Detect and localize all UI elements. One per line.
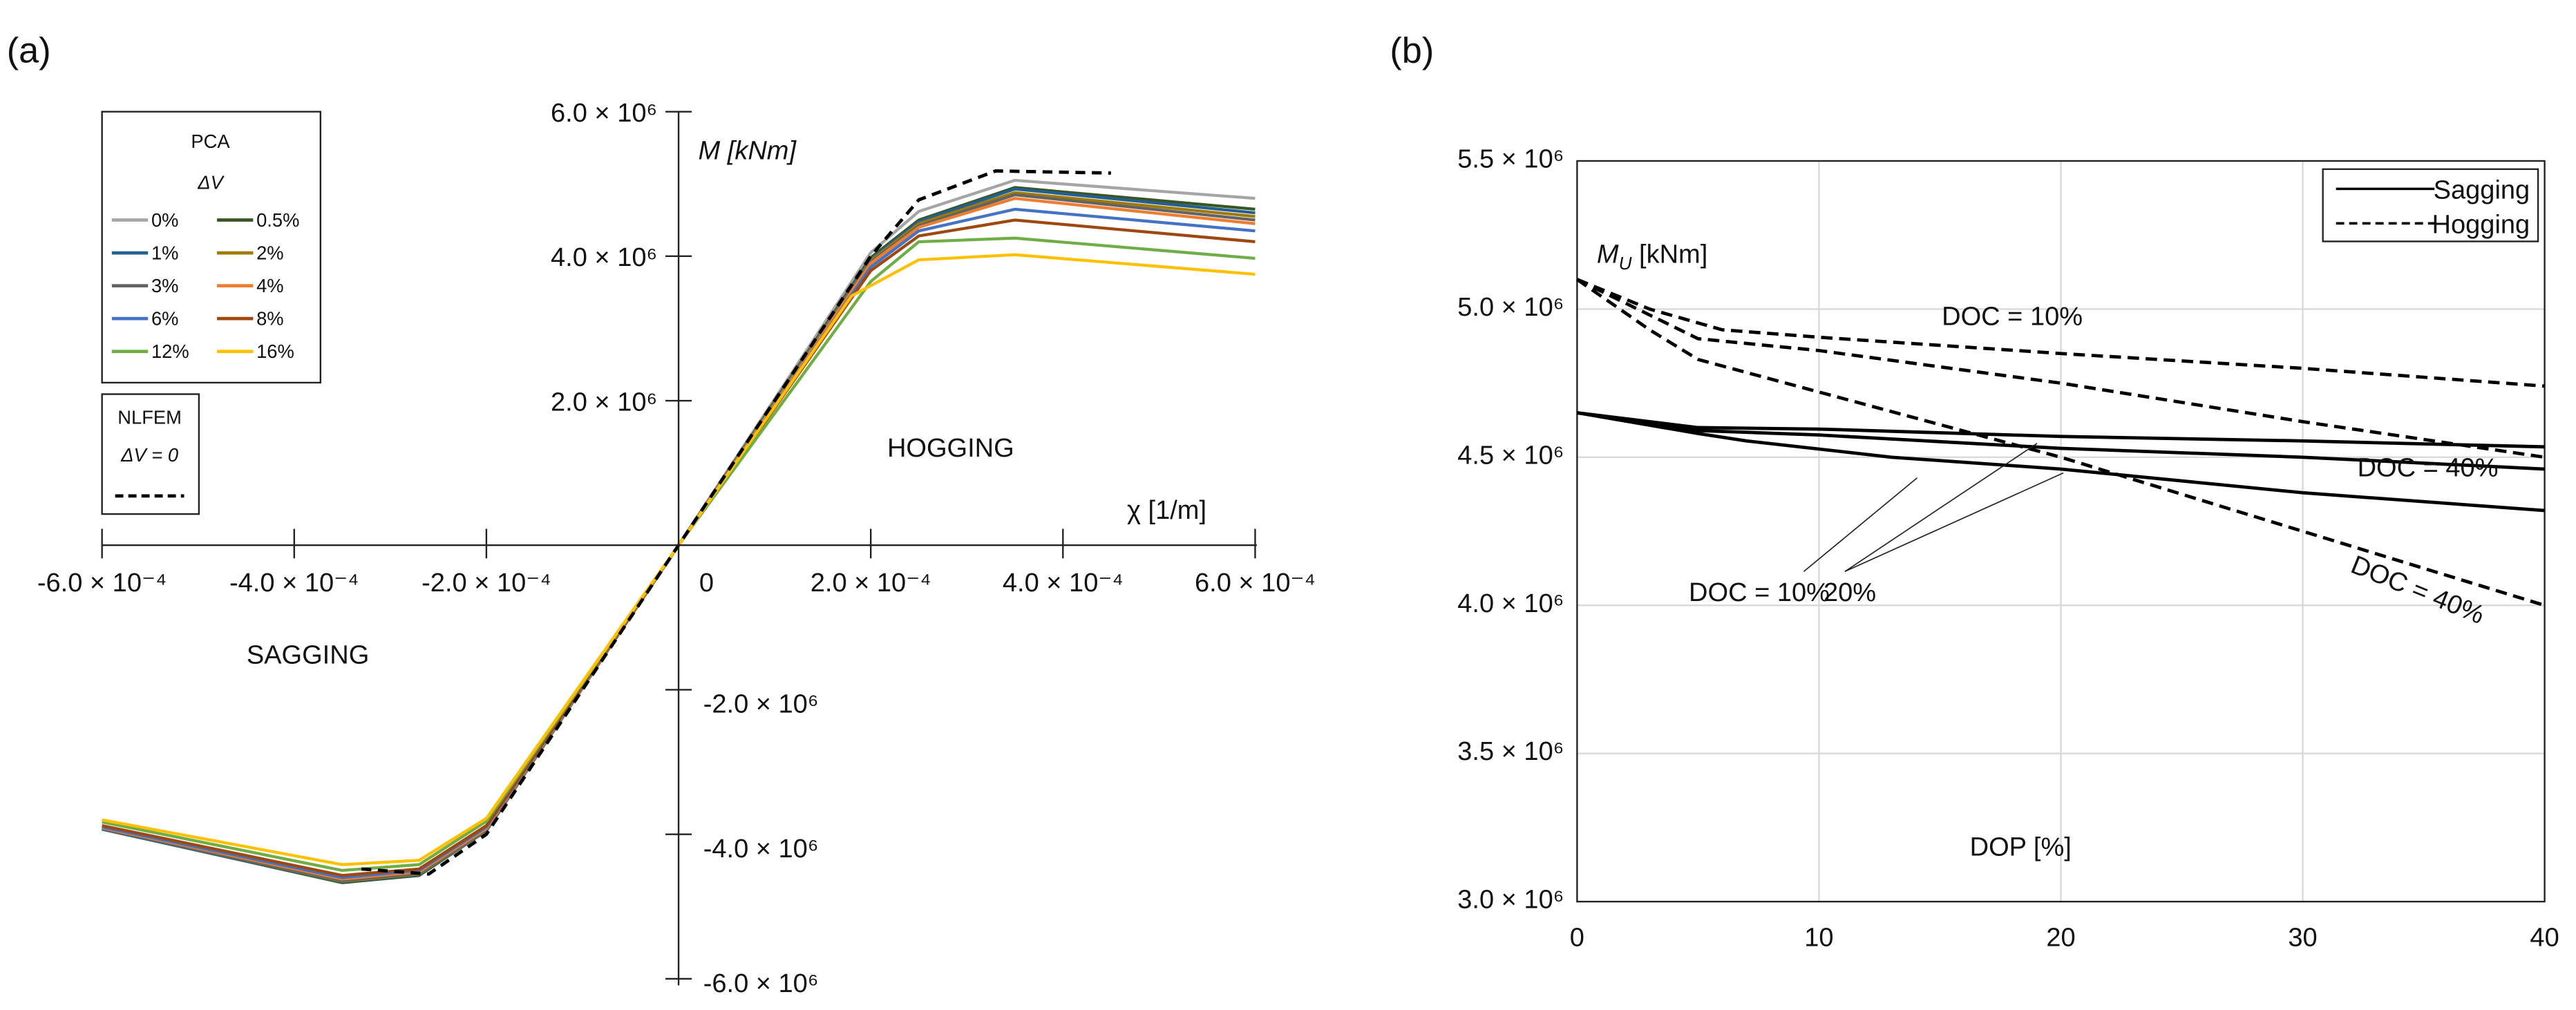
- nlfem-dashed-line: [361, 169, 1111, 876]
- leader-line-doc10: [1803, 477, 1918, 572]
- series-line-hogging-doc-10-: [1576, 278, 2545, 388]
- legend-label: 1%: [151, 242, 178, 264]
- legend-label-hogging: Hogging: [2432, 211, 2530, 240]
- x-tick-label: 0: [699, 569, 714, 598]
- annotation-sagging-doc40: DOC = 40%: [2358, 453, 2499, 482]
- b-legend: Sagging Hogging: [2322, 168, 2539, 242]
- y-axis-label: MU [kNm]: [1597, 240, 1707, 274]
- y-tick-label: -4.0 × 10⁶: [703, 835, 819, 864]
- y-tick-label: 5.0 × 10⁶: [1457, 293, 1564, 322]
- legend-label: 3%: [151, 275, 178, 296]
- legend-label: 0.5%: [256, 209, 299, 231]
- y-axis-label: M [kNm]: [699, 137, 797, 166]
- legend-label: 16%: [256, 341, 294, 362]
- y-tick-label: 2.0 × 10⁶: [551, 388, 657, 417]
- legend-label: 4%: [256, 275, 284, 296]
- annotation-doc20: 20%: [1824, 578, 1876, 607]
- y-tick-label: 3.0 × 10⁶: [1457, 886, 1564, 915]
- panel-b-label: (b): [1390, 30, 1434, 70]
- series-line-hogging-doc-20-: [1576, 278, 2545, 459]
- sagging-annotation: SAGGING: [247, 640, 369, 669]
- x-tick-label: 30: [2288, 923, 2317, 952]
- x-tick-label: 4.0 × 10⁻⁴: [1003, 569, 1124, 598]
- x-tick-label: -2.0 × 10⁻⁴: [422, 569, 551, 598]
- legend-label: 8%: [256, 308, 284, 330]
- pca-legend-title: PCA: [191, 131, 230, 152]
- series-line-sagging-doc-40-: [1576, 411, 2545, 513]
- annotation-sagging-doc10: DOC = 10%: [1689, 578, 1830, 607]
- x-tick-label: 20: [2046, 923, 2075, 952]
- y-tick-label: 4.5 × 10⁶: [1457, 441, 1564, 470]
- nlfem-legend: NLFEM ΔV = 0: [101, 393, 200, 515]
- x-axis-label: χ [1/m]: [1127, 496, 1206, 525]
- series-line-sagging-doc-20-: [1577, 411, 2545, 471]
- x-axis-label: DOP [%]: [1970, 833, 2072, 862]
- y-tick-label: -2.0 × 10⁶: [703, 690, 819, 719]
- pca-legend-subtitle: ΔV: [197, 171, 225, 193]
- legend-label: 2%: [256, 242, 284, 264]
- legend-label: 12%: [151, 341, 189, 362]
- leader-line-doc20-sagging: [1844, 472, 2064, 573]
- hogging-annotation: HOGGING: [887, 434, 1014, 463]
- panel-b: (b) 0 10 20 30 40 5.5 × 10⁶ 5.0 × 10⁶ 4.5 × 10⁶…: [1390, 30, 2559, 952]
- y-tick-label: 4.0 × 10⁶: [551, 243, 657, 272]
- x-tick-label: 6.0 × 10⁻⁴: [1195, 569, 1316, 598]
- x-tick-label: 2.0 × 10⁻⁴: [811, 569, 931, 598]
- leader-line-doc20-hogging: [1844, 443, 2038, 572]
- legend-label-sagging: Sagging: [2434, 176, 2530, 205]
- y-tick-label: 3.5 × 10⁶: [1457, 737, 1564, 766]
- x-tick-label: 40: [2530, 923, 2559, 952]
- nlfem-legend-title: NLFEM: [117, 406, 182, 428]
- nlfem-legend-subtitle: ΔV = 0: [120, 444, 178, 466]
- y-tick-label: 6.0 × 10⁶: [551, 99, 657, 128]
- y-tick-label: 5.5 × 10⁶: [1457, 144, 1564, 173]
- plot-frame: [1576, 160, 2546, 903]
- x-tick-label: -6.0 × 10⁻⁴: [37, 569, 167, 598]
- legend-label: 0%: [151, 209, 178, 231]
- panel-a-label: (a): [7, 30, 51, 70]
- annotation-hogging-doc10: DOC = 10%: [1942, 303, 2083, 332]
- series-line-sagging-doc-10-: [1577, 411, 2545, 449]
- annotation-hogging-doc40: DOC = 40%: [2347, 551, 2488, 630]
- y-tick-label: -6.0 × 10⁶: [703, 969, 819, 998]
- panel-a: (a) -6.0 × 10⁻⁴ -4.0 × 10⁻⁴ -2.0 × 10⁻⁴ 0 2.…: [7, 30, 1316, 998]
- pca-legend: PCA ΔV 0% 0.5% 1% 2% 3% 4% 6% 8% 12% 16%: [101, 111, 321, 384]
- y-tick-label: 4.0 × 10⁶: [1457, 589, 1564, 618]
- legend-label: 6%: [151, 308, 178, 330]
- x-tick-label: 0: [1570, 923, 1584, 952]
- x-tick-label: -4.0 × 10⁻⁴: [229, 569, 359, 598]
- x-tick-label: 10: [1804, 923, 1833, 952]
